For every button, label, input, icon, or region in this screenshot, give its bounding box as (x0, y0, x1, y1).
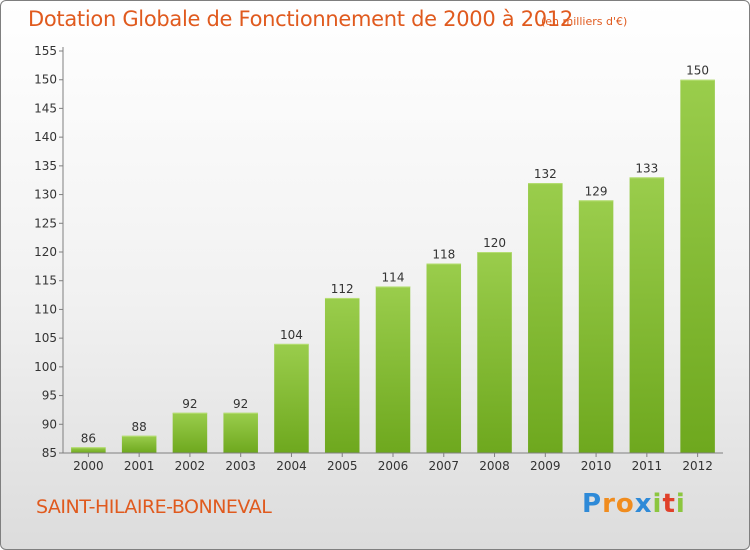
logo-letter: P (582, 489, 603, 519)
y-tick-label: 150 (34, 73, 57, 87)
x-tick-label: 2004 (276, 459, 307, 473)
x-tick-label: 2011 (632, 459, 663, 473)
y-tick-label: 135 (34, 159, 57, 173)
y-tick-label: 110 (34, 302, 57, 316)
value-label: 112 (331, 282, 354, 296)
bar-2007 (426, 263, 462, 453)
bar-2001 (121, 435, 157, 453)
logo-letter: i (652, 489, 663, 519)
logo-letter: o (615, 489, 635, 519)
bar-2004 (274, 343, 309, 453)
x-tick-label: 2001 (124, 459, 155, 473)
x-tick-label: 2007 (428, 459, 459, 473)
y-tick-label: 100 (34, 360, 57, 374)
y-tick-label: 120 (34, 245, 57, 259)
y-tick-label: 95 (42, 389, 57, 403)
bar-2010 (578, 200, 614, 453)
bar-chart: 85 90 95 100 105 110 115 120 125 130 135 140 145 150 1… (34, 44, 723, 473)
x-tick-label: 2003 (225, 459, 256, 473)
logo-letter: t (662, 489, 676, 519)
y-tick-label: 105 (34, 331, 57, 345)
y-tick-label: 85 (42, 446, 57, 460)
value-label: 114 (382, 270, 405, 284)
value-label: 92 (233, 397, 248, 411)
value-label: 92 (182, 397, 197, 411)
value-label: 88 (132, 420, 147, 434)
x-tick-label: 2000 (73, 459, 104, 473)
y-tick-label: 155 (34, 44, 57, 58)
value-label: 132 (534, 167, 557, 181)
x-tick-label: 2002 (175, 459, 206, 473)
logo-letter: r (602, 489, 616, 519)
logo-letter: i (675, 489, 686, 519)
x-tick-label: 2005 (327, 459, 358, 473)
proxiti-logo: Proxiti (582, 489, 686, 519)
bar-2008 (477, 252, 512, 453)
value-label: 86 (81, 431, 96, 445)
bar-2009 (528, 183, 563, 454)
value-label: 133 (635, 161, 658, 175)
chart-title: Dotation Globale de Fonctionnement de 20… (28, 7, 573, 31)
bar-2006 (375, 286, 411, 453)
value-label: 118 (432, 247, 455, 261)
value-label: 104 (280, 328, 303, 342)
logo-letter: x (634, 489, 653, 519)
y-tick-label: 115 (34, 274, 57, 288)
value-label: 129 (585, 184, 608, 198)
x-tick-label: 2012 (682, 459, 713, 473)
x-tick-label: 2009 (530, 459, 561, 473)
x-tick-label: 2010 (581, 459, 612, 473)
commune-name: SAINT-HILAIRE-BONNEVAL (36, 496, 272, 518)
bar-2012 (680, 79, 715, 453)
x-tick-label: 2006 (378, 459, 409, 473)
bar-2000 (71, 447, 106, 453)
y-tick-label: 130 (34, 188, 57, 202)
y-tick-label: 140 (34, 130, 57, 144)
x-tick-label: 2008 (479, 459, 510, 473)
y-tick-label: 125 (34, 216, 57, 230)
y-tick-label: 90 (42, 417, 57, 431)
bar-2003 (223, 412, 258, 453)
value-label: 120 (483, 236, 506, 250)
chart-subtitle: (en milliers d'€) (541, 15, 628, 28)
y-tick-label: 145 (34, 101, 57, 115)
value-label: 150 (686, 64, 709, 78)
bar-2005 (324, 297, 360, 453)
bar-2002 (172, 412, 208, 453)
bar-2011 (629, 177, 665, 454)
